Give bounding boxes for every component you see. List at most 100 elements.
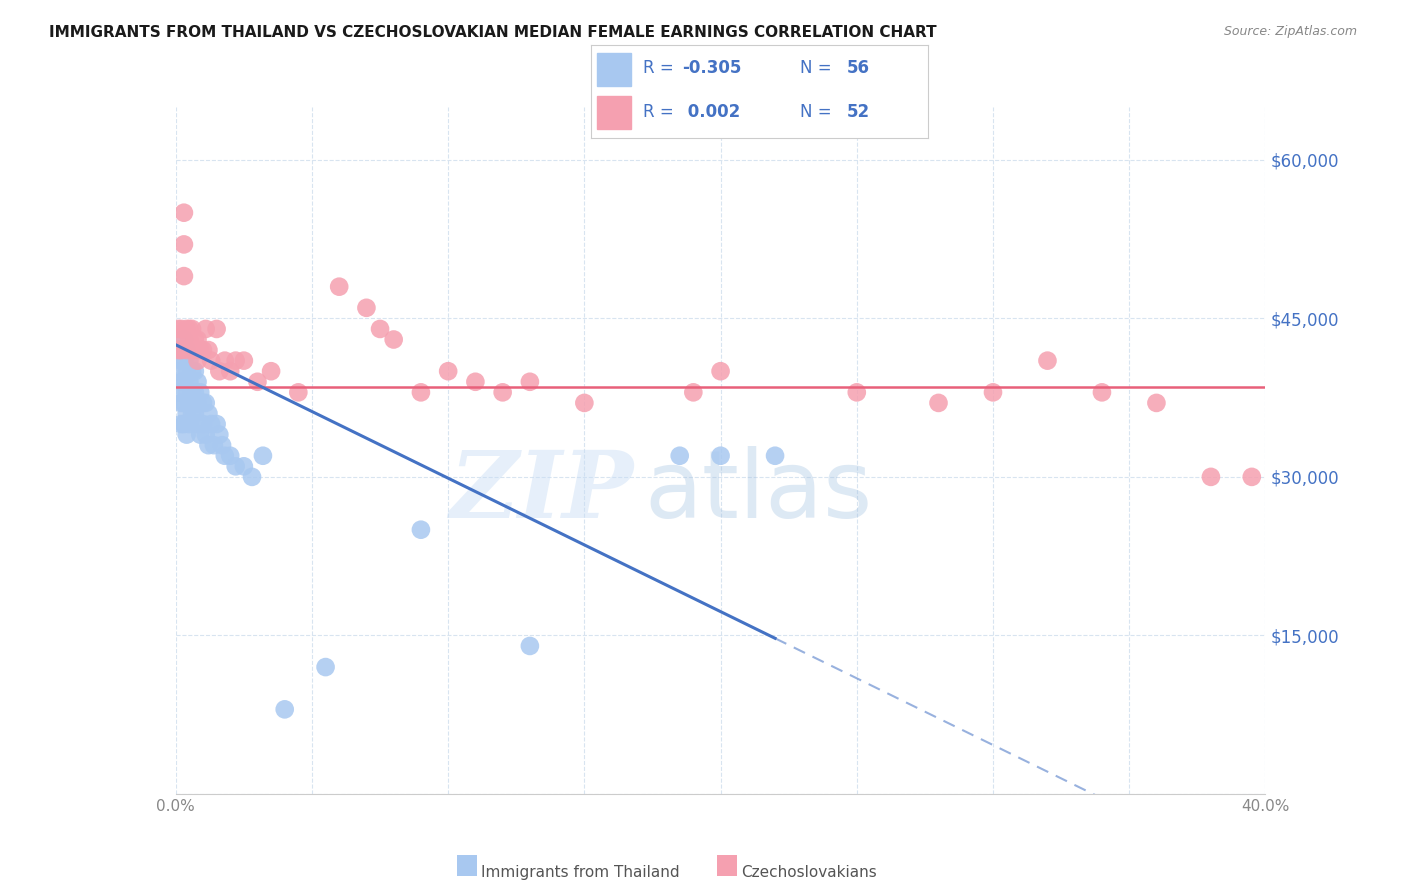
Text: R =: R = <box>643 103 679 120</box>
Point <box>179 322 201 336</box>
Text: N =: N = <box>800 103 837 120</box>
Point <box>173 333 195 347</box>
Point <box>170 417 193 431</box>
Point <box>184 385 207 400</box>
Text: 56: 56 <box>846 60 870 78</box>
Point <box>181 364 204 378</box>
Point <box>200 353 222 368</box>
Text: 0.002: 0.002 <box>682 103 740 120</box>
FancyBboxPatch shape <box>598 53 631 86</box>
Point <box>928 396 950 410</box>
Point <box>260 364 283 378</box>
Point <box>208 427 231 442</box>
Point <box>1144 396 1167 410</box>
Point <box>186 333 209 347</box>
Point <box>202 438 225 452</box>
Point <box>181 343 204 357</box>
Point <box>173 417 195 431</box>
Point <box>176 385 198 400</box>
Point <box>184 333 207 347</box>
Point <box>191 343 214 357</box>
Point <box>194 427 217 442</box>
Point <box>167 385 190 400</box>
Point <box>682 385 704 400</box>
Point <box>194 396 217 410</box>
Point <box>246 375 269 389</box>
Point <box>197 438 219 452</box>
Point <box>710 364 733 378</box>
Point <box>176 427 198 442</box>
Point <box>214 353 236 368</box>
Text: R =: R = <box>643 60 679 78</box>
Point <box>315 660 337 674</box>
Point <box>173 375 195 389</box>
Point <box>167 322 190 336</box>
Point <box>188 343 211 357</box>
Point <box>176 364 198 378</box>
Point <box>188 385 211 400</box>
Point <box>208 364 231 378</box>
Point <box>186 353 209 368</box>
Point <box>205 417 228 431</box>
Point <box>356 301 378 315</box>
Point <box>197 343 219 357</box>
Point <box>274 702 297 716</box>
Point <box>464 375 486 389</box>
Text: Immigrants from Thailand: Immigrants from Thailand <box>481 865 679 880</box>
Point <box>191 396 214 410</box>
Point <box>197 407 219 421</box>
Point <box>184 364 207 378</box>
Text: N =: N = <box>800 60 837 78</box>
Point <box>179 353 201 368</box>
Point <box>173 396 195 410</box>
Point <box>519 639 541 653</box>
Point <box>186 417 209 431</box>
Point <box>219 449 242 463</box>
Point <box>287 385 309 400</box>
Point <box>179 333 201 347</box>
Point <box>225 459 247 474</box>
Point <box>167 333 190 347</box>
Text: atlas: atlas <box>644 446 873 538</box>
Point <box>1240 470 1263 484</box>
Point <box>437 364 460 378</box>
Text: Czechoslovakians: Czechoslovakians <box>741 865 877 880</box>
FancyBboxPatch shape <box>598 96 631 129</box>
Point <box>173 237 195 252</box>
Point <box>170 375 193 389</box>
Point <box>170 353 193 368</box>
Point <box>176 322 198 336</box>
Point <box>368 322 391 336</box>
Point <box>181 407 204 421</box>
Point <box>710 449 733 463</box>
Point <box>668 449 690 463</box>
Point <box>167 364 190 378</box>
Point <box>409 385 432 400</box>
Point <box>188 427 211 442</box>
Text: 52: 52 <box>846 103 870 120</box>
Text: -0.305: -0.305 <box>682 60 741 78</box>
Point <box>382 333 405 347</box>
Point <box>179 417 201 431</box>
Point <box>179 396 201 410</box>
Point <box>1036 353 1059 368</box>
Point <box>409 523 432 537</box>
Point <box>252 449 274 463</box>
Point <box>328 279 350 293</box>
Text: IMMIGRANTS FROM THAILAND VS CZECHOSLOVAKIAN MEDIAN FEMALE EARNINGS CORRELATION C: IMMIGRANTS FROM THAILAND VS CZECHOSLOVAK… <box>49 25 936 40</box>
Point <box>181 385 204 400</box>
Text: ZIP: ZIP <box>449 447 633 537</box>
Point <box>179 375 201 389</box>
Point <box>167 343 190 357</box>
Text: Source: ZipAtlas.com: Source: ZipAtlas.com <box>1223 25 1357 38</box>
Point <box>184 343 207 357</box>
Point <box>170 343 193 357</box>
Point <box>200 417 222 431</box>
Point <box>194 322 217 336</box>
Point <box>225 353 247 368</box>
Point <box>211 438 233 452</box>
Point <box>205 322 228 336</box>
Point <box>214 449 236 463</box>
Point <box>845 385 868 400</box>
Point <box>176 407 198 421</box>
